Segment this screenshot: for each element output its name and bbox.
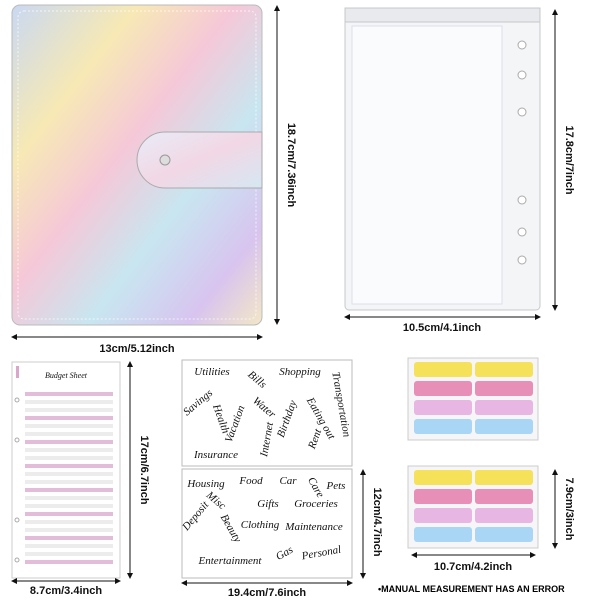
dimension-label: 13cm/5.12inch (99, 343, 174, 355)
dimension-label: 17cm/6.7inch (138, 435, 150, 504)
sheet-row (25, 504, 113, 508)
zipper-pouch (344, 7, 541, 311)
tab (414, 489, 472, 504)
sheet-row (25, 456, 113, 460)
sheet-row (25, 512, 113, 516)
tab (475, 527, 533, 542)
binder-hole (517, 255, 527, 265)
sheet-row (25, 520, 113, 524)
tab (475, 381, 533, 396)
sticker-word: Groceries (294, 498, 338, 510)
sheet-row (25, 480, 113, 484)
sheet-row (25, 424, 113, 428)
sheet-row (25, 400, 113, 404)
sticker-word: Housing (186, 478, 225, 490)
binder-hole (517, 107, 527, 117)
sheet-row (25, 552, 113, 556)
sheet-row (25, 464, 113, 468)
tab (475, 508, 533, 523)
tab (475, 419, 533, 434)
sheet-row (25, 392, 113, 396)
binder-hole (14, 397, 20, 403)
tab (475, 470, 533, 485)
sticker-word: Entertainment (198, 555, 263, 567)
sheet-row (25, 488, 113, 492)
sheet-row (25, 496, 113, 500)
dimension-label: 7.9cm/3inch (563, 478, 575, 541)
sticker-word: Clothing (241, 519, 280, 531)
tab (475, 362, 533, 377)
dimension-label: 19.4cm/7.6inch (228, 587, 307, 599)
tab (414, 419, 472, 434)
tab (414, 362, 472, 377)
sheet-row (25, 440, 113, 444)
tab (414, 527, 472, 542)
sticker-word: Utilities (194, 366, 229, 378)
binder-hole (517, 227, 527, 237)
sheet-row (25, 560, 113, 564)
tab (475, 400, 533, 415)
dimension-label: 8.7cm/3.4inch (30, 585, 102, 597)
sheet-row (25, 536, 113, 540)
sheet-row (25, 528, 113, 532)
dimension-label: 12cm/4.7inch (371, 487, 383, 556)
binder-hole (14, 437, 20, 443)
sticker-sheet (181, 359, 353, 467)
sticker-word: Car (279, 475, 297, 487)
binder-hole (517, 70, 527, 80)
sheet-row (25, 472, 113, 476)
sticker-word: Gifts (257, 498, 278, 510)
tab (414, 508, 472, 523)
sticker-word: Insurance (193, 449, 238, 461)
binder-hole (14, 517, 20, 523)
binder (11, 4, 263, 326)
note: •MANUAL MEASUREMENT HAS AN ERROR (378, 584, 565, 594)
sheet-row (25, 544, 113, 548)
sheet-row (25, 448, 113, 452)
sheet-row (25, 416, 113, 420)
tab-sets (407, 357, 539, 549)
binder-hole (517, 40, 527, 50)
tab (414, 470, 472, 485)
tab (414, 400, 472, 415)
sticker-word: Food (238, 475, 263, 487)
dimension-label: 18.7cm/7.36inch (285, 123, 297, 208)
tab (475, 489, 533, 504)
budget-sheet: Budget Sheet (11, 361, 121, 579)
dimension-label: 17.8cm/7inch (563, 125, 575, 194)
binder-hole (14, 557, 20, 563)
binder-hole (517, 195, 527, 205)
dimension-label: 10.5cm/4.1inch (403, 322, 482, 334)
tab (414, 381, 472, 396)
sheet-row (25, 408, 113, 412)
sheet-row (25, 432, 113, 436)
sticker-word: Shopping (279, 366, 321, 378)
sheet-title: Budget Sheet (45, 371, 88, 380)
sticker-sheet (181, 468, 353, 579)
sticker-word: Pets (326, 480, 346, 492)
sticker-word: Maintenance (284, 521, 343, 533)
dimension-label: 10.7cm/4.2inch (434, 561, 513, 573)
